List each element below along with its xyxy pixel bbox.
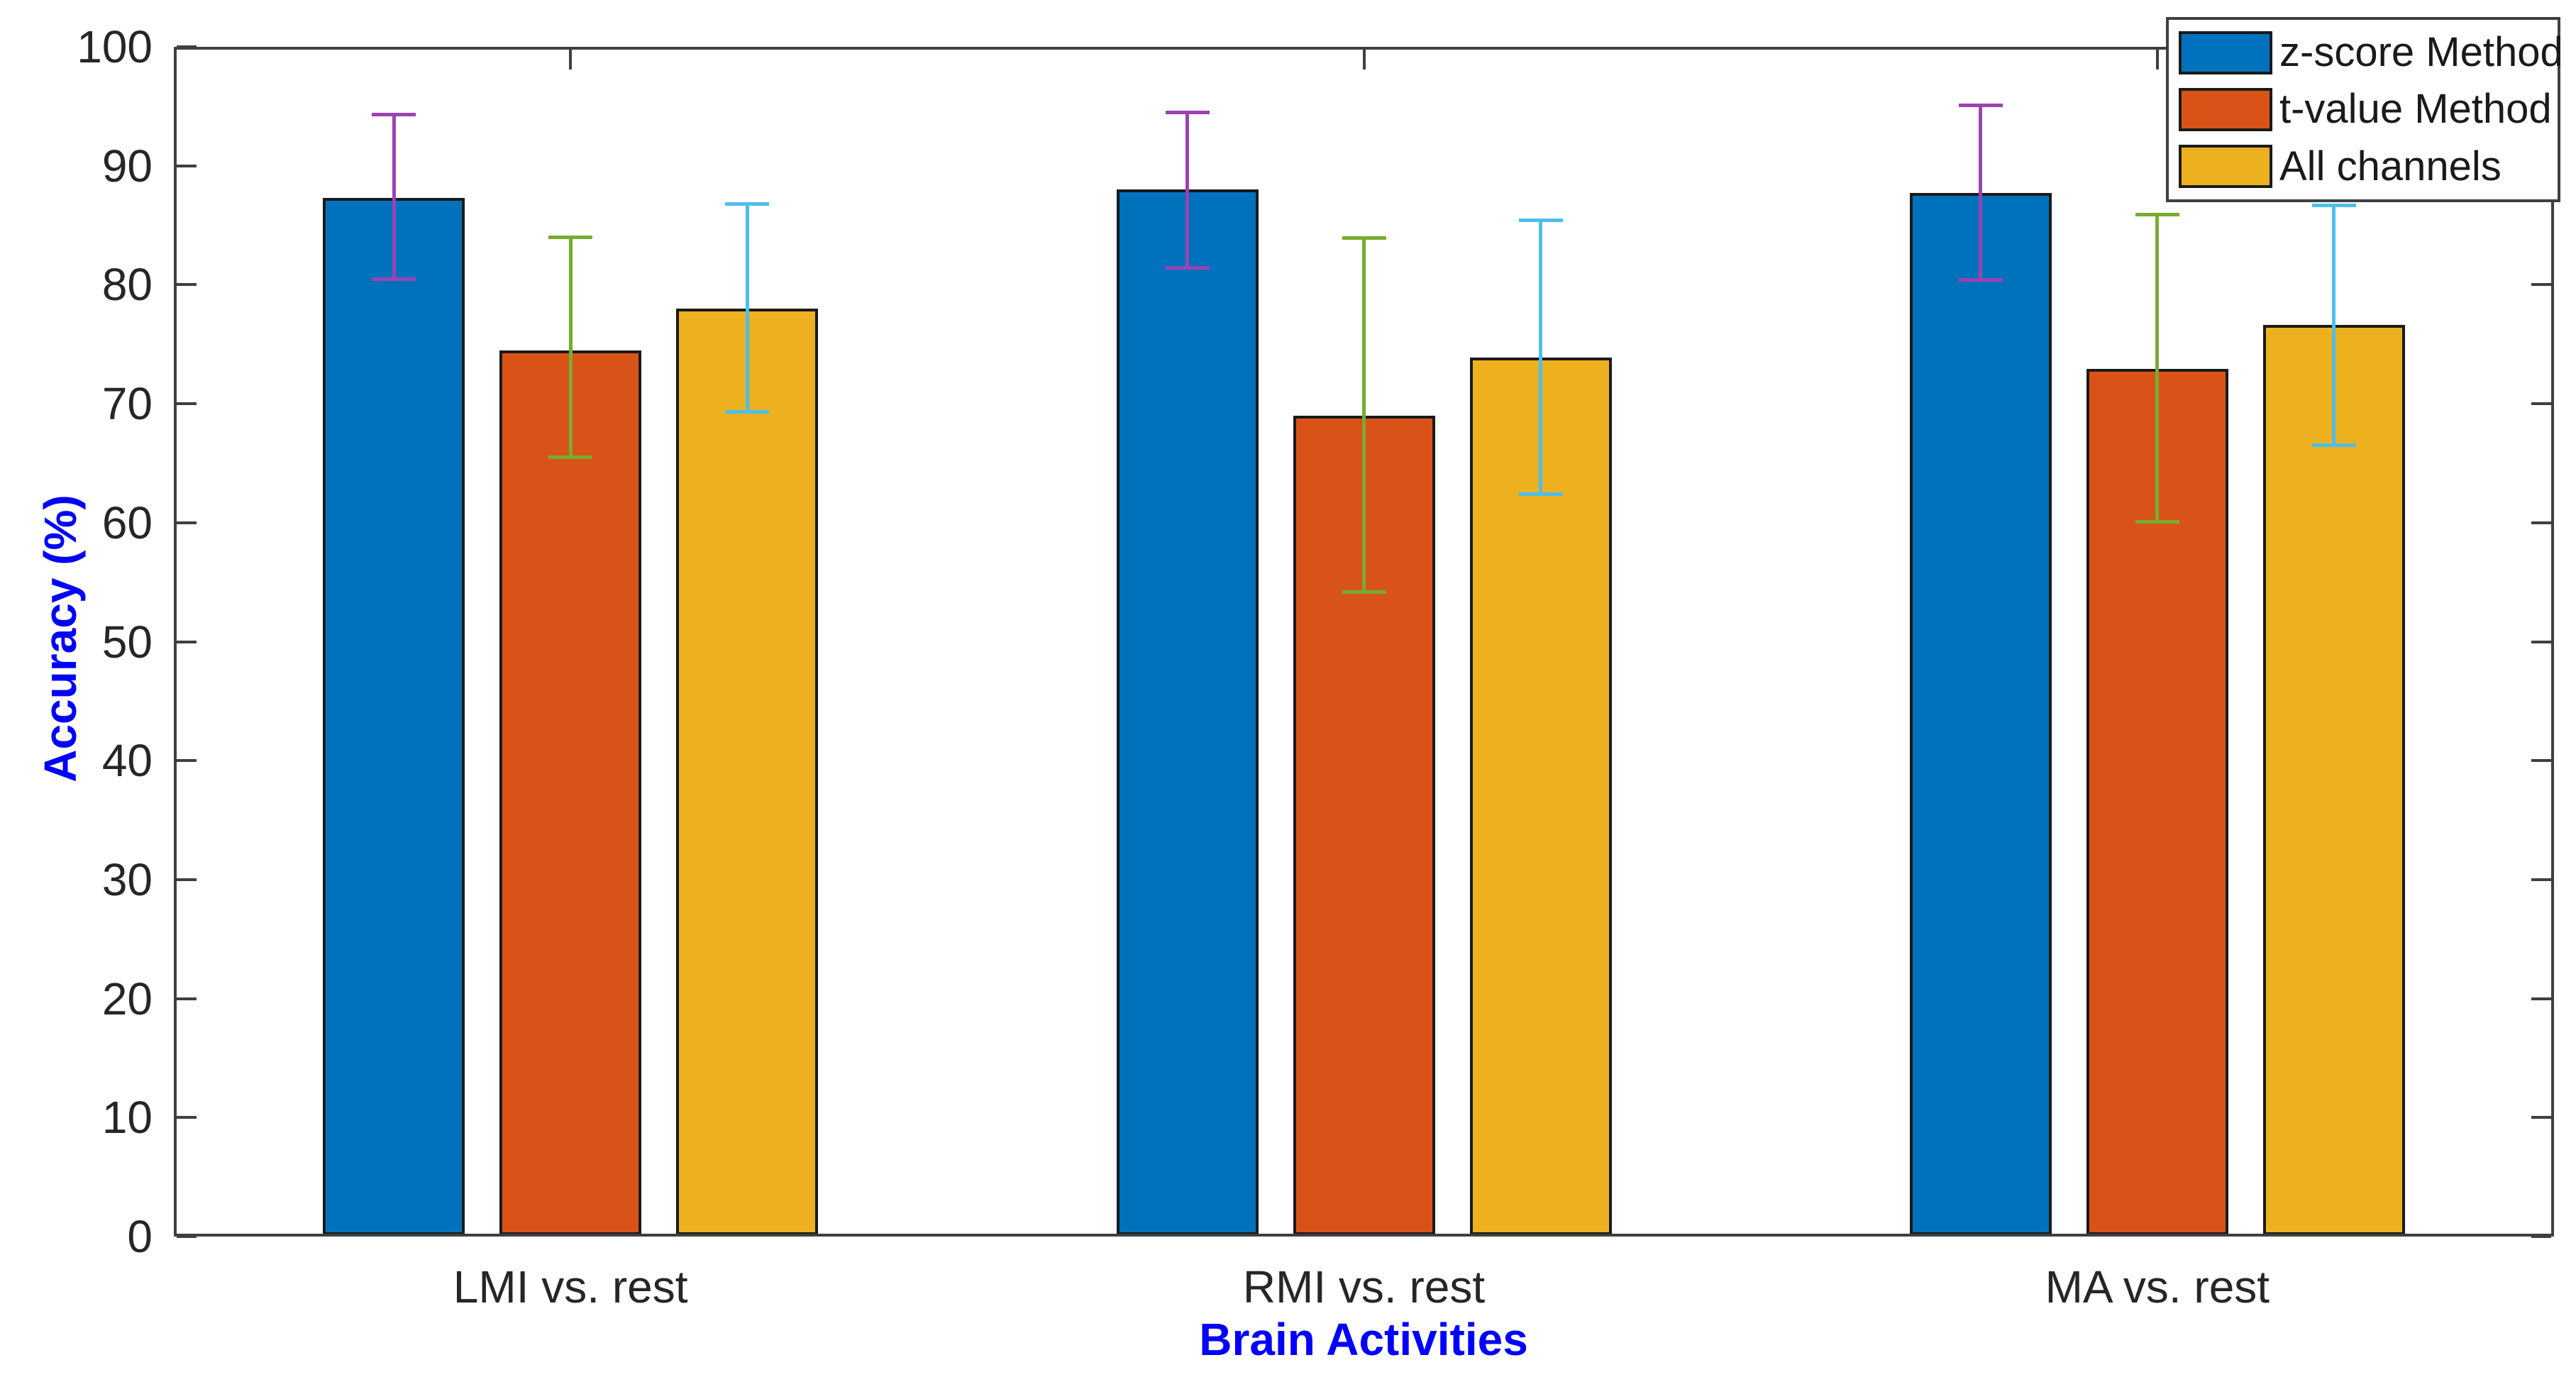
- error-bar-cap-top: [2135, 212, 2179, 216]
- error-bar-cap-top: [1342, 236, 1386, 240]
- y-tick-left: [177, 283, 197, 287]
- y-tick-right: [2531, 878, 2551, 881]
- error-bar-cap-bottom: [372, 277, 416, 281]
- error-bar-cap-bottom: [1518, 492, 1563, 497]
- error-bar: [1185, 112, 1189, 268]
- legend-item-all-channels: All channels: [2169, 143, 2558, 189]
- y-tick-right: [2531, 997, 2551, 1000]
- error-bar: [2332, 205, 2336, 446]
- y-tick-left: [177, 640, 197, 643]
- y-tick-label: 40: [101, 735, 153, 787]
- legend-item-t-value: t-value Method: [2169, 86, 2558, 133]
- error-bar-cap-bottom: [725, 410, 770, 414]
- y-tick-right: [2531, 1116, 2551, 1119]
- bar-all-channels-group1: [676, 308, 819, 1235]
- bar-t-value-method-group1: [499, 350, 642, 1235]
- x-tick-top: [2155, 50, 2159, 70]
- error-bar-cap-top: [1958, 103, 2003, 107]
- bar-all-channels-group3: [2262, 325, 2405, 1235]
- x-tick-label: MA vs. rest: [2045, 1261, 2270, 1312]
- y-tick-label: 60: [101, 497, 153, 548]
- error-bar-cap-bottom: [2135, 519, 2179, 524]
- y-tick-right: [2531, 1235, 2551, 1238]
- x-tick-label: RMI vs. rest: [1242, 1261, 1486, 1312]
- legend-swatch-all-channels: [2179, 145, 2272, 189]
- error-bar-cap-top: [1165, 110, 1210, 114]
- error-bar: [568, 237, 573, 458]
- bar-z-score-method-group3: [1909, 193, 2052, 1235]
- y-tick-left: [177, 521, 197, 524]
- error-bar-cap-top: [548, 235, 593, 239]
- y-tick-right: [2531, 640, 2551, 643]
- y-tick-label: 10: [101, 1092, 153, 1144]
- error-bar: [745, 204, 749, 412]
- error-bar-cap-bottom: [1342, 590, 1386, 594]
- y-tick-label: 80: [101, 259, 153, 311]
- y-tick-left: [177, 45, 197, 48]
- error-bar: [1979, 105, 1983, 280]
- y-tick-label: 30: [101, 853, 153, 905]
- error-bar-cap-bottom: [1958, 278, 2003, 282]
- error-bar: [392, 114, 396, 279]
- legend-item-z-score: z-score Method: [2169, 31, 2563, 74]
- y-tick-label: 90: [101, 140, 153, 192]
- error-bar-cap-bottom: [548, 455, 593, 460]
- y-tick-left: [177, 402, 197, 406]
- error-bar-cap-top: [372, 113, 416, 117]
- error-bar-cap-top: [725, 201, 770, 206]
- bar-all-channels-group2: [1469, 357, 1612, 1235]
- error-bar: [1362, 238, 1366, 592]
- y-tick-right: [2531, 402, 2551, 406]
- y-tick-label: 100: [77, 21, 153, 72]
- x-tick-top: [1362, 50, 1366, 70]
- legend: z-score Method t-value Method All channe…: [2166, 17, 2563, 202]
- error-bar-cap-bottom: [1165, 266, 1210, 270]
- y-tick-left: [177, 759, 197, 763]
- y-tick-right: [2531, 283, 2551, 287]
- error-bar-cap-bottom: [2311, 443, 2356, 448]
- y-tick-left: [177, 878, 197, 881]
- y-tick-left: [177, 997, 197, 1000]
- legend-swatch-t-value: [2179, 87, 2272, 131]
- error-bar-cap-top: [2311, 203, 2356, 207]
- y-tick-left: [177, 164, 197, 167]
- error-bar-cap-top: [1518, 219, 1563, 223]
- bar-z-score-method-group1: [323, 197, 465, 1235]
- x-tick-top: [569, 50, 573, 70]
- error-bar: [2155, 214, 2160, 522]
- y-tick-label: 50: [101, 616, 153, 668]
- y-axis-title: Accuracy (%): [35, 494, 86, 782]
- y-tick-label: 70: [101, 378, 153, 430]
- y-tick-label: 0: [127, 1211, 153, 1262]
- legend-label-all-channels: All channels: [2279, 143, 2502, 189]
- error-bar: [1539, 220, 1542, 494]
- y-tick-left: [177, 1235, 197, 1238]
- y-tick-left: [177, 1116, 197, 1119]
- x-tick-label: LMI vs. rest: [453, 1261, 688, 1312]
- x-axis-title: Brain Activities: [1199, 1314, 1528, 1365]
- y-tick-right: [2531, 521, 2551, 524]
- legend-label-z-score: z-score Method: [2279, 29, 2563, 76]
- legend-swatch-z-score: [2179, 31, 2272, 74]
- bar-z-score-method-group2: [1116, 189, 1259, 1235]
- y-tick-right: [2531, 759, 2551, 763]
- y-tick-label: 20: [101, 973, 153, 1024]
- legend-label-t-value: t-value Method: [2279, 86, 2552, 133]
